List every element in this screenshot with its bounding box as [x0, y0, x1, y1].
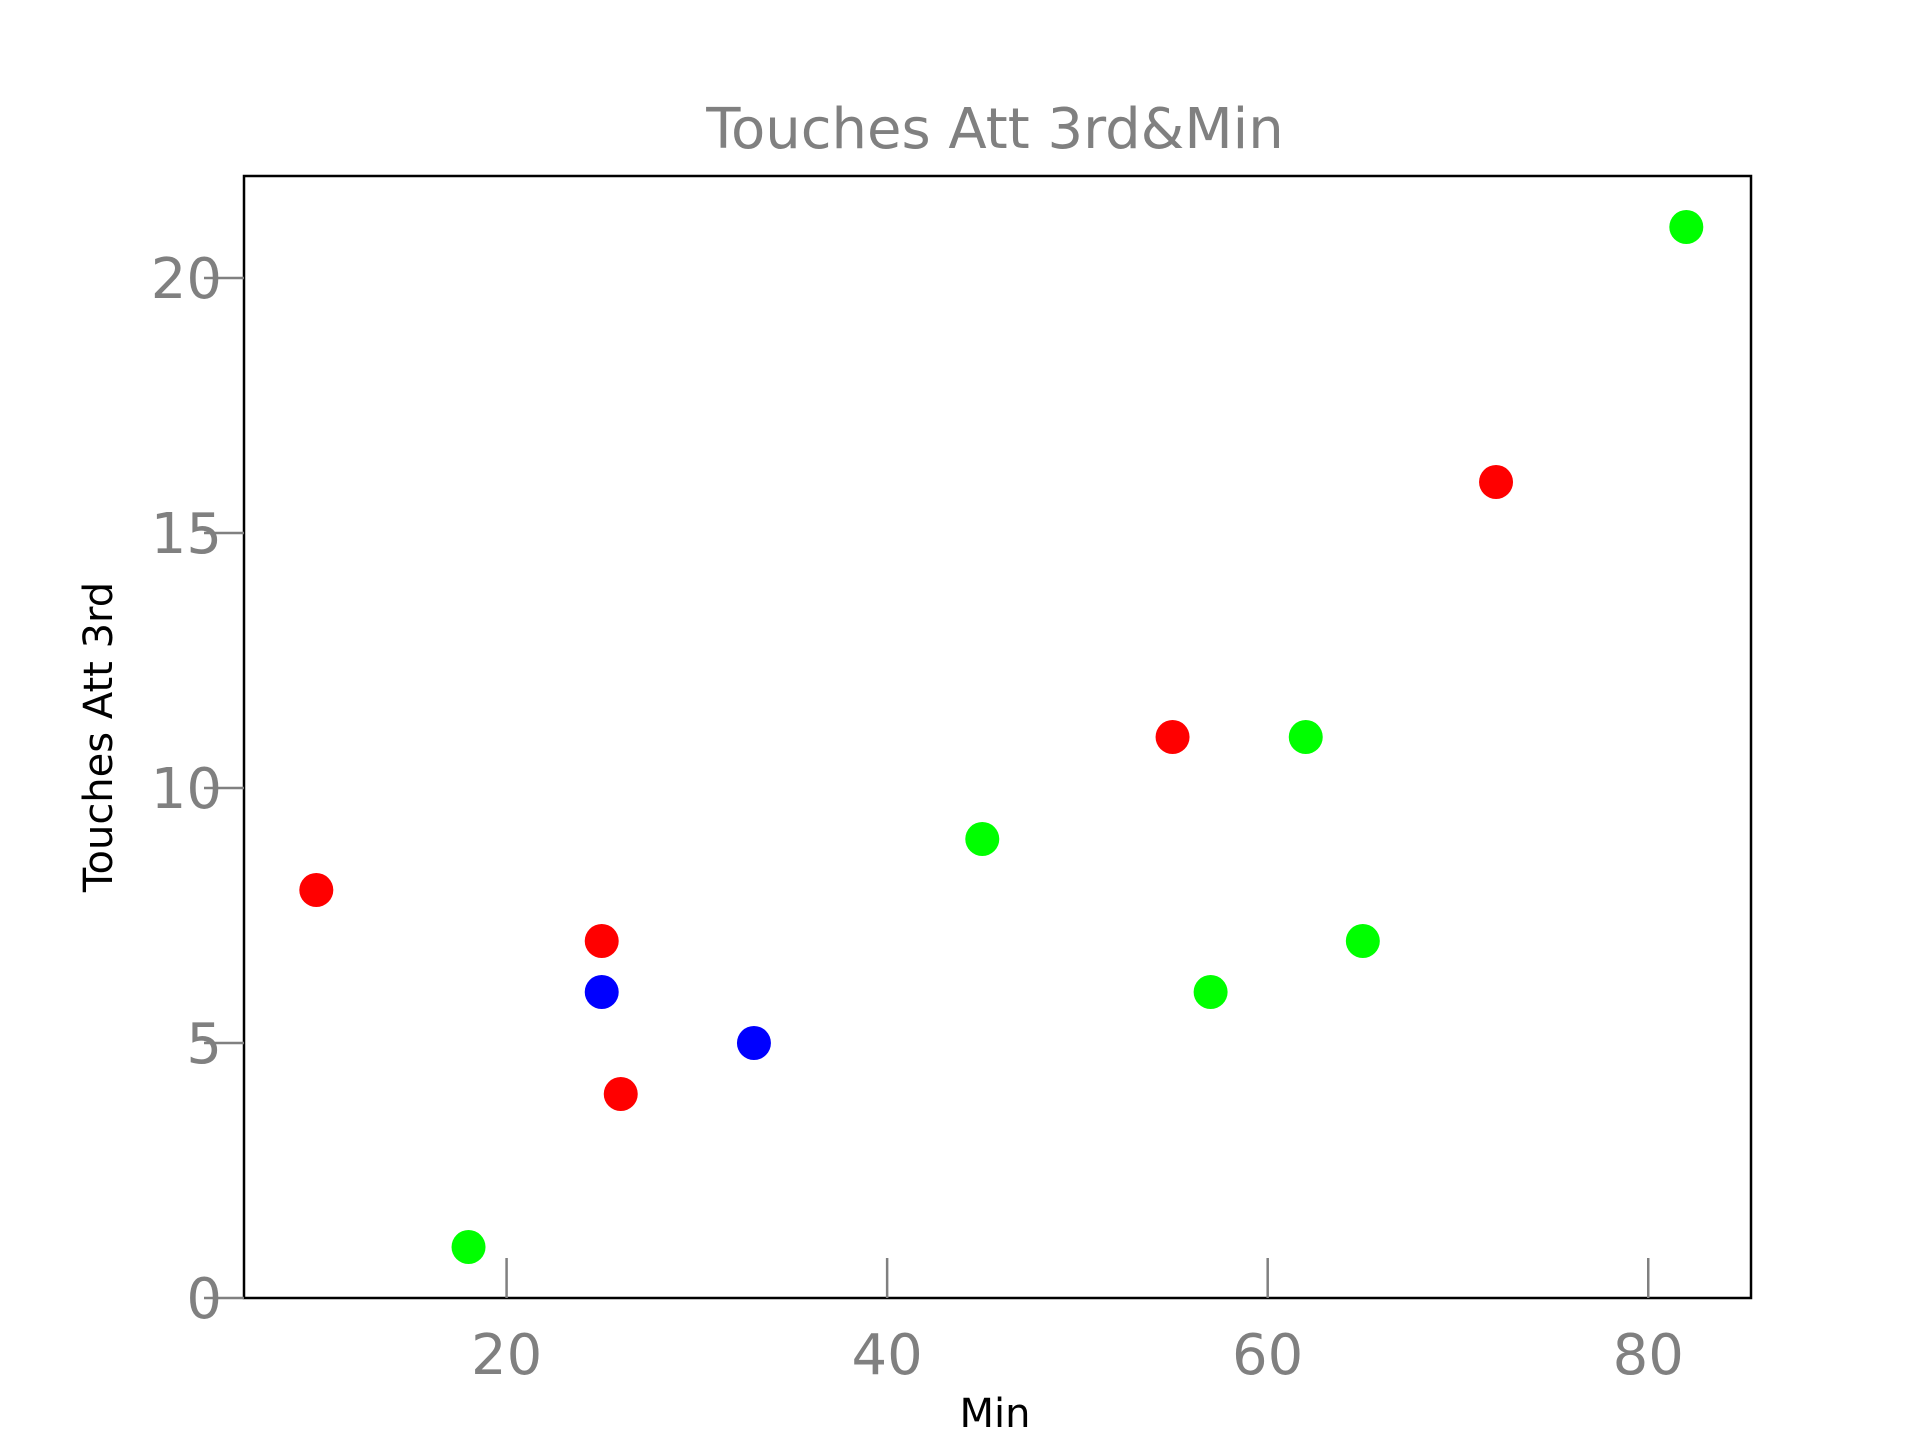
data-point-9: [1193, 975, 1228, 1009]
plot-frame: [242, 174, 1753, 1300]
x-tick-label: 20: [471, 1323, 542, 1388]
data-point-5: [584, 975, 619, 1009]
x-axis-label: Min: [960, 1391, 1031, 1437]
data-point-12: [1669, 210, 1704, 244]
y-tick-label: 15: [151, 502, 222, 567]
y-tick-label: 20: [151, 247, 222, 312]
x-tick-label: 60: [1232, 1323, 1303, 1388]
chart-title: Touches Att 3rd&Min: [705, 97, 1283, 162]
y-tick-label: 10: [151, 757, 222, 822]
data-point-6: [736, 1026, 771, 1060]
data-points: [299, 210, 1704, 1264]
data-point-11: [1345, 924, 1380, 958]
x-tick-label: 40: [852, 1323, 923, 1388]
y-tick-label: 5: [186, 1012, 222, 1077]
y-tick-label: 0: [186, 1267, 222, 1332]
data-point-1: [584, 924, 619, 958]
x-tick-label: 80: [1613, 1323, 1684, 1388]
y-axis-label: Touches Att 3rd: [76, 582, 122, 893]
data-point-3: [1155, 720, 1190, 754]
data-point-7: [451, 1230, 486, 1264]
data-point-8: [965, 822, 1000, 856]
y-axis-ticks: 0 5 10 15 20: [151, 247, 244, 1332]
data-point-4: [1479, 465, 1514, 499]
data-point-2: [603, 1077, 638, 1111]
data-point-10: [1288, 720, 1323, 754]
x-axis-ticks: 20 40 60 80: [471, 1258, 1684, 1388]
data-point-0: [299, 873, 334, 907]
